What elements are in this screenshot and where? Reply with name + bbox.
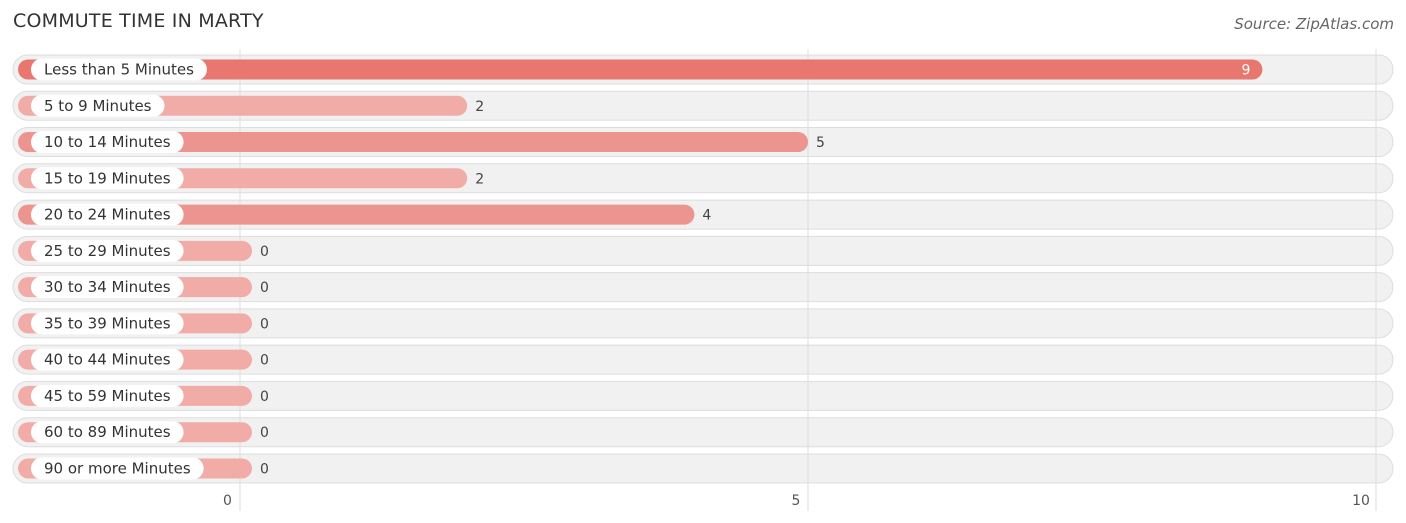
category-label-pill: [31, 94, 165, 117]
x-tick-label: 0: [223, 493, 232, 509]
value-label: 0: [260, 316, 269, 332]
bar: [18, 132, 808, 153]
row-background: [12, 344, 1394, 375]
value-label: 2: [475, 99, 484, 115]
category-label-pill: [31, 203, 184, 226]
category-label: 90 or more Minutes: [44, 459, 191, 477]
value-label: 0: [260, 353, 269, 369]
category-label-pill: [31, 384, 184, 407]
category-label: 20 to 24 Minutes: [44, 206, 171, 224]
category-label: 40 to 44 Minutes: [44, 351, 171, 369]
category-label-pill: [31, 348, 184, 371]
value-label: 4: [702, 208, 711, 224]
category-label-pill: [31, 421, 184, 444]
bar: [18, 204, 695, 225]
x-tick-label: 5: [792, 493, 801, 509]
row-background: [12, 308, 1394, 339]
category-label: 60 to 89 Minutes: [44, 423, 171, 441]
x-tick-label: 10: [1352, 493, 1370, 509]
source-attribution: Source: ZipAtlas.com: [1234, 15, 1394, 33]
bar: [18, 59, 1263, 80]
category-label-pill: [31, 239, 184, 262]
value-label: 0: [260, 461, 269, 477]
category-label-pill: [31, 457, 204, 480]
value-label: 0: [260, 280, 269, 296]
category-label: 5 to 9 Minutes: [44, 97, 152, 115]
row-background: [12, 380, 1394, 411]
row-background: [12, 453, 1394, 484]
category-label: 25 to 29 Minutes: [44, 242, 171, 260]
category-label-pill: [31, 312, 184, 335]
category-label: 45 to 59 Minutes: [44, 387, 171, 405]
value-label: 0: [260, 244, 269, 260]
category-label-pill: [31, 276, 184, 299]
row-background: [12, 417, 1394, 448]
value-label: 9: [1241, 63, 1250, 79]
category-label: 15 to 19 Minutes: [44, 169, 171, 187]
category-label-pill: [31, 58, 207, 81]
value-label: 2: [475, 171, 484, 187]
value-label: 0: [260, 425, 269, 441]
category-label: 35 to 39 Minutes: [44, 314, 171, 332]
row-background: [12, 272, 1394, 303]
category-label: Less than 5 Minutes: [44, 61, 194, 79]
chart-title: COMMUTE TIME IN MARTY: [13, 10, 264, 32]
category-label-pill: [31, 167, 184, 190]
category-label: 10 to 14 Minutes: [44, 133, 171, 151]
category-label-pill: [31, 131, 184, 154]
category-label: 30 to 34 Minutes: [44, 278, 171, 296]
value-label: 5: [816, 135, 825, 151]
value-label: 0: [260, 389, 269, 405]
row-background: [12, 235, 1394, 266]
